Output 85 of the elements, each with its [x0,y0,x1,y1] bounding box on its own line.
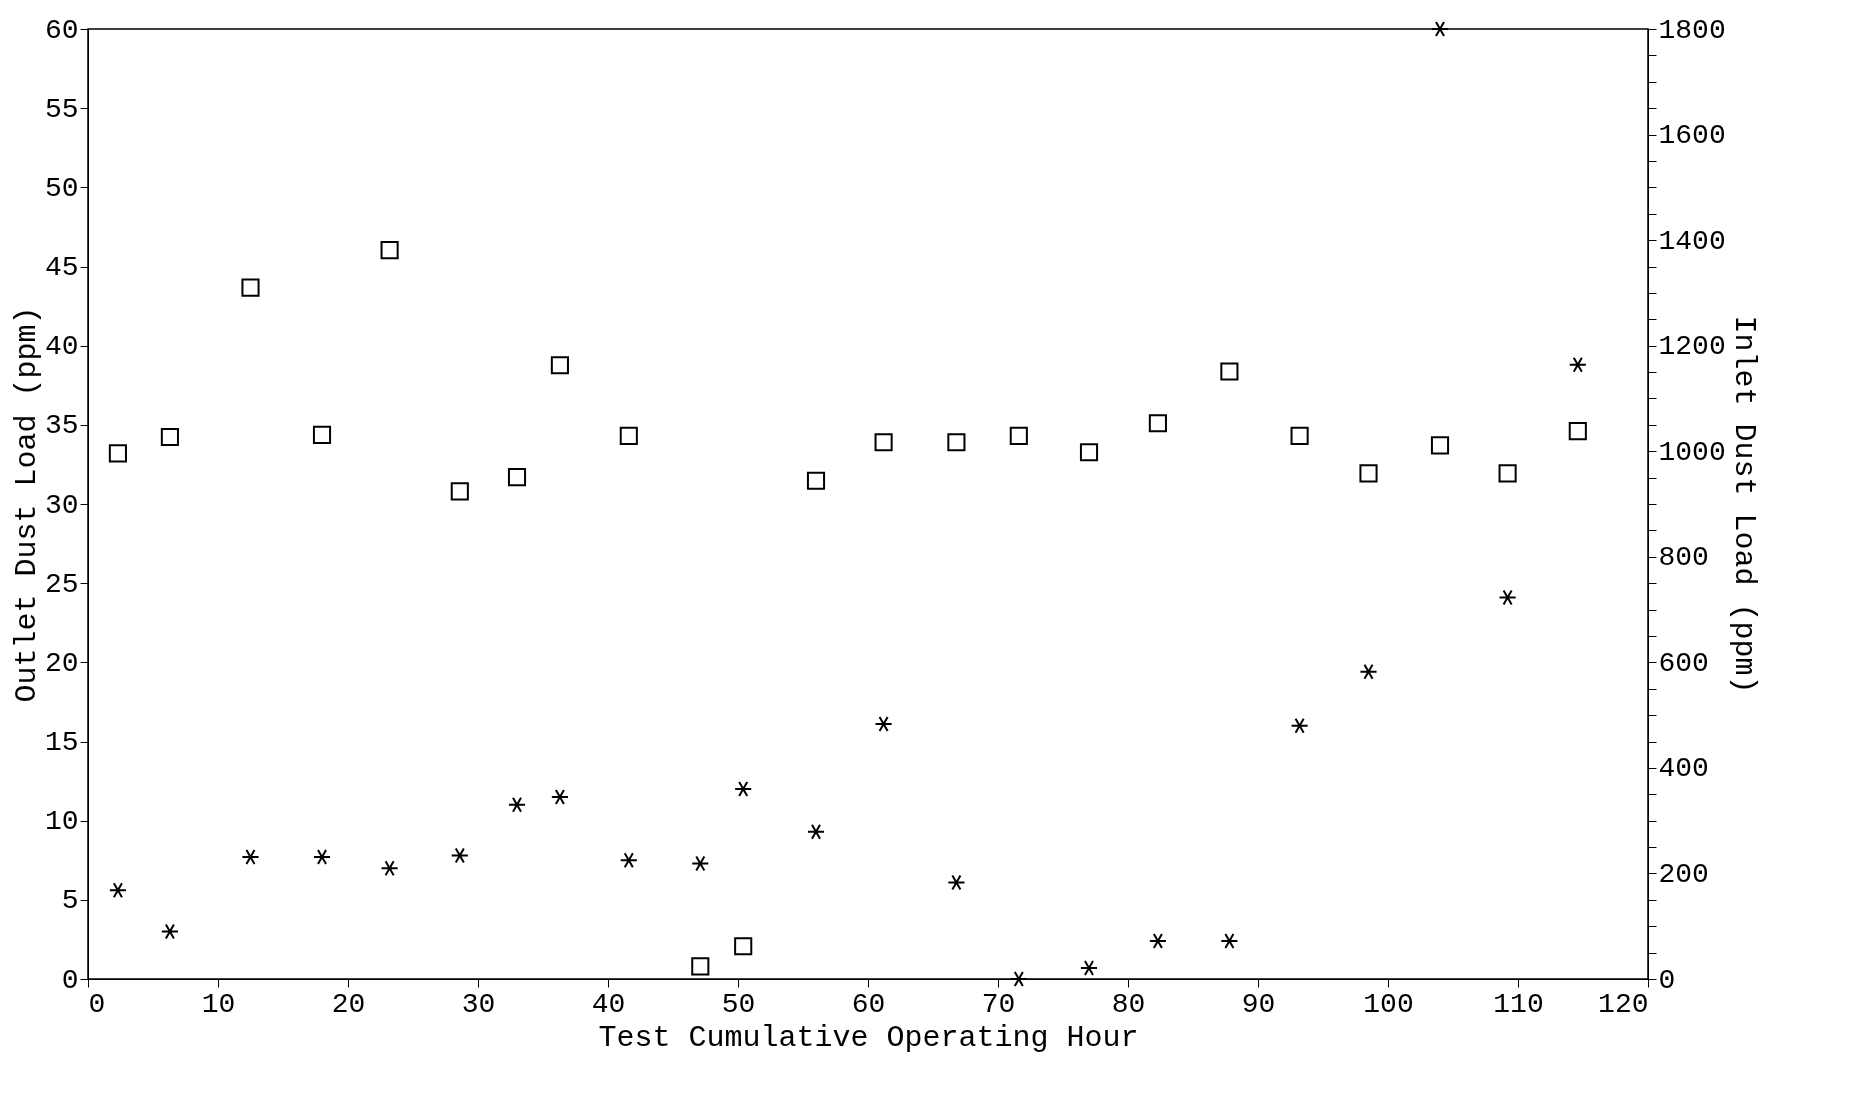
point [450,847,469,864]
y-tick-label: 20 [44,647,79,679]
point [1148,932,1167,950]
x-tick-label: 0 [88,988,106,1020]
point [160,427,179,447]
y-tick-label: 45 [44,252,79,283]
x-tick-label: 10 [201,988,236,1020]
point [1220,932,1239,950]
y2-tick-label: 0 [1658,964,1676,996]
y2-axis-title: Inlet Dust Load (ppm) [1726,315,1761,694]
x-axis-title: Test Cumulative Operating Hour [598,1020,1139,1055]
y-tick-label: 10 [44,806,79,838]
point [1079,443,1099,462]
point [1498,464,1517,483]
point [947,874,966,891]
y-axis-title: Outlet Dust Load (ppm) [9,306,44,703]
point [1568,356,1587,373]
point [691,855,710,872]
point [1009,426,1028,445]
point [160,923,179,940]
y2-tick-label: 600 [1658,647,1709,679]
point [507,796,527,813]
x-tick-label: 60 [851,988,886,1020]
point [1359,663,1378,680]
point [1568,422,1587,441]
point [507,468,527,487]
point [1430,436,1450,455]
y-tick-label: 50 [44,172,79,204]
x-tick-label: 30 [461,988,496,1020]
point [108,444,127,463]
y-tick-label: 55 [44,93,79,125]
y2-tick-label: 400 [1658,753,1709,785]
y-tick-label: 15 [44,727,79,758]
point [1290,426,1309,445]
point [691,957,710,976]
y2-tick-label: 1400 [1658,225,1726,257]
y2-tick-label: 200 [1658,858,1709,890]
point [380,860,399,877]
point [1079,959,1099,976]
y-tick-label: 40 [44,331,79,363]
point [312,849,332,866]
x-tick-label: 70 [981,988,1016,1020]
point [874,716,893,733]
x-tick-label: 40 [591,988,626,1020]
x-tick-label: 90 [1241,988,1276,1020]
point [450,482,469,501]
point [734,780,753,798]
y-tick-label: 30 [44,489,79,521]
y2-tick-label: 1600 [1658,120,1726,152]
point [241,278,260,297]
point [108,882,127,899]
x-tick-label: 110 [1493,988,1544,1020]
y2-tick-label: 1800 [1658,14,1726,46]
point [1290,717,1309,734]
point [734,937,753,956]
point [380,241,399,260]
x-tick-label: 120 [1598,988,1649,1020]
y2-tick-label: 800 [1658,542,1709,574]
x-tick-label: 80 [1111,988,1146,1020]
x-tick-label: 50 [721,988,756,1020]
point [1220,362,1239,381]
point [1430,20,1450,38]
point [312,425,332,444]
point [806,823,826,840]
point [1498,589,1517,606]
y-tick-label: 0 [61,964,79,996]
x-tick-label: 20 [331,988,366,1020]
point [806,471,826,490]
point [619,426,638,445]
y2-tick-label: 1000 [1658,436,1726,468]
point [874,433,893,452]
y-tick-label: 25 [44,568,79,600]
point [550,788,569,805]
point [241,849,260,866]
point [619,852,638,869]
point [947,433,966,452]
y-tick-label: 35 [44,410,79,442]
x-tick-label: 100 [1363,988,1414,1020]
y2-tick-label: 1200 [1658,331,1726,363]
y-tick-label: 5 [61,885,79,917]
point [550,356,569,375]
y-tick-label: 60 [44,14,79,46]
point [1359,464,1378,483]
point [1148,414,1167,433]
point [1009,970,1028,988]
